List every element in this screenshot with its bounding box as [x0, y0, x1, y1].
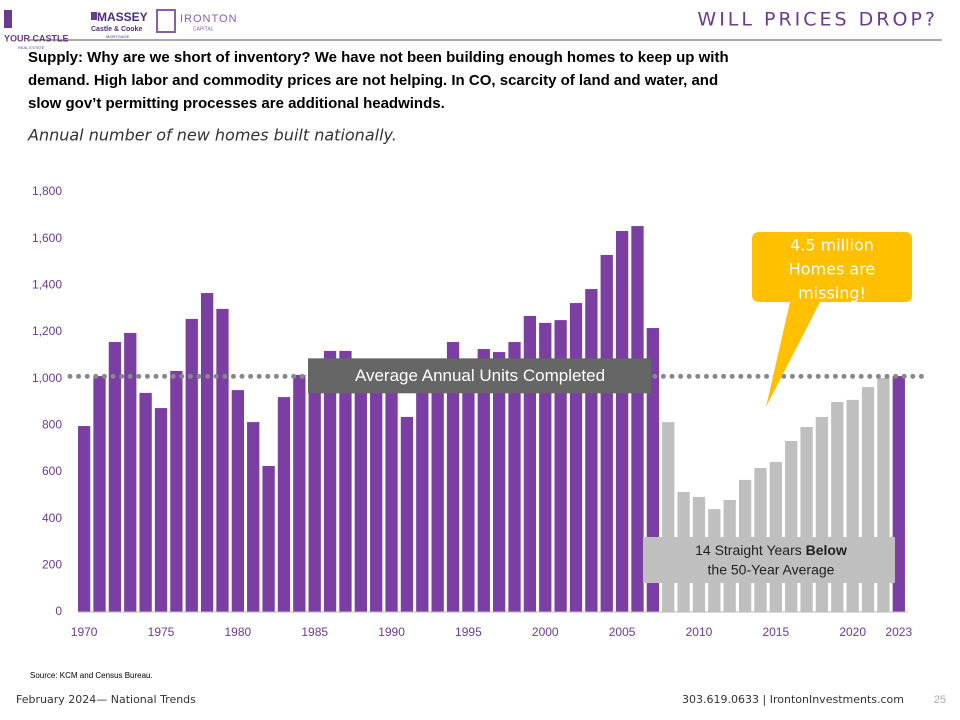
bar [615, 230, 629, 612]
source: Source: KCM and Census Bureau. [30, 671, 153, 680]
below-note-bold: Below [806, 542, 847, 558]
logo: IRONTON [180, 13, 238, 25]
bar [662, 422, 675, 612]
x-tick-label: 1995 [455, 625, 482, 639]
logo: REAL ESTATE [18, 45, 45, 50]
bar [262, 465, 275, 612]
y-tick-label: 400 [42, 511, 62, 525]
callout-text: 4.5 million [790, 236, 874, 255]
bar [493, 352, 506, 612]
body-text: slow gov’t permitting processes are addi… [28, 95, 445, 112]
y-tick-label: 200 [42, 558, 62, 572]
logo: MASSEY [97, 10, 148, 24]
bar [569, 303, 583, 612]
plot: 0 200 400 600 800 1,000 1,200 1,400 1,600 1,800 19… [32, 184, 929, 639]
y-tick-label: 800 [42, 418, 62, 432]
page-number: 25 [934, 694, 946, 706]
footer-right: 303.619.0633 | IrontonInvestments.com [682, 693, 904, 706]
bar [508, 342, 521, 612]
body-text: demand. High labor and commodity prices … [28, 72, 718, 89]
bar [769, 461, 782, 612]
x-tick-label: 2015 [762, 625, 789, 639]
bar [892, 376, 905, 612]
x-tick-label: 1990 [378, 625, 405, 639]
bar [354, 358, 367, 612]
bar [108, 342, 122, 612]
below-note-box [643, 537, 895, 583]
bar [231, 390, 244, 612]
bar [477, 349, 490, 612]
logo: YOUR CASTLE [4, 33, 69, 43]
bar [431, 369, 444, 612]
bar [154, 408, 168, 612]
bar [277, 397, 291, 612]
bar [339, 350, 352, 612]
bar [323, 350, 337, 612]
logo-icon [4, 10, 12, 28]
bar [78, 426, 91, 612]
logo: Castle & Cooke [91, 26, 142, 33]
below-note-part: 14 Straight Years [695, 542, 806, 558]
logo: MORTGAGE [106, 34, 130, 39]
bar [93, 376, 106, 612]
slide-title: WILL PRICES DROP? [697, 9, 938, 31]
bar [416, 388, 429, 612]
x-tick-label: 2020 [839, 625, 866, 639]
bar [785, 440, 798, 612]
y-tick-label: 600 [42, 464, 62, 478]
callout [752, 232, 912, 407]
x-tick-label: 2023 [885, 625, 912, 639]
bar [800, 426, 813, 612]
bar [293, 374, 306, 612]
average-label-box [308, 358, 651, 394]
bar [200, 293, 214, 612]
body-text: Supply: Why are we short of inventory? W… [28, 49, 729, 66]
y-tick-label: 1,400 [32, 278, 62, 292]
y-tick-label: 0 [55, 604, 62, 618]
bar [124, 332, 137, 612]
bar [585, 289, 598, 612]
x-tick-label: 1970 [71, 625, 98, 639]
logo-icon [91, 12, 97, 20]
bar [539, 322, 552, 612]
bar [446, 342, 460, 612]
callout-text: Homes are [789, 260, 876, 279]
y-tick-label: 1,600 [32, 231, 62, 245]
logo-icon [156, 9, 176, 33]
x-tick-label: 2005 [609, 625, 636, 639]
logo: CAPITAL [193, 26, 214, 32]
bar [185, 318, 198, 612]
callout-text: missing! [798, 284, 866, 303]
y-tick-label: 1,800 [32, 184, 62, 198]
bar [216, 308, 229, 612]
bar [462, 362, 475, 612]
x-tick-label: 1980 [225, 625, 252, 639]
bar [385, 388, 398, 612]
below-note: the 50-Year Average [708, 562, 835, 578]
bar [308, 362, 321, 612]
y-tick-label: 1,200 [32, 324, 62, 338]
bar [631, 226, 644, 613]
x-tick-label: 1975 [148, 625, 175, 639]
y-tick-label: 1,000 [32, 371, 62, 385]
bar [170, 370, 183, 612]
below-note: 14 Straight Years Below [695, 542, 847, 558]
chart-subtitle: Annual number of new homes built nationa… [27, 126, 397, 145]
footer-left: February 2024— National Trends [16, 693, 196, 706]
bar [370, 374, 383, 612]
bar [600, 255, 613, 612]
average-label: Average Annual Units Completed [355, 366, 605, 385]
bar [400, 416, 414, 612]
bar [139, 392, 152, 612]
bar [247, 422, 260, 612]
x-tick-label: 2010 [686, 625, 713, 639]
x-tick-label: 2000 [532, 625, 559, 639]
x-tick-label: 1985 [301, 625, 328, 639]
